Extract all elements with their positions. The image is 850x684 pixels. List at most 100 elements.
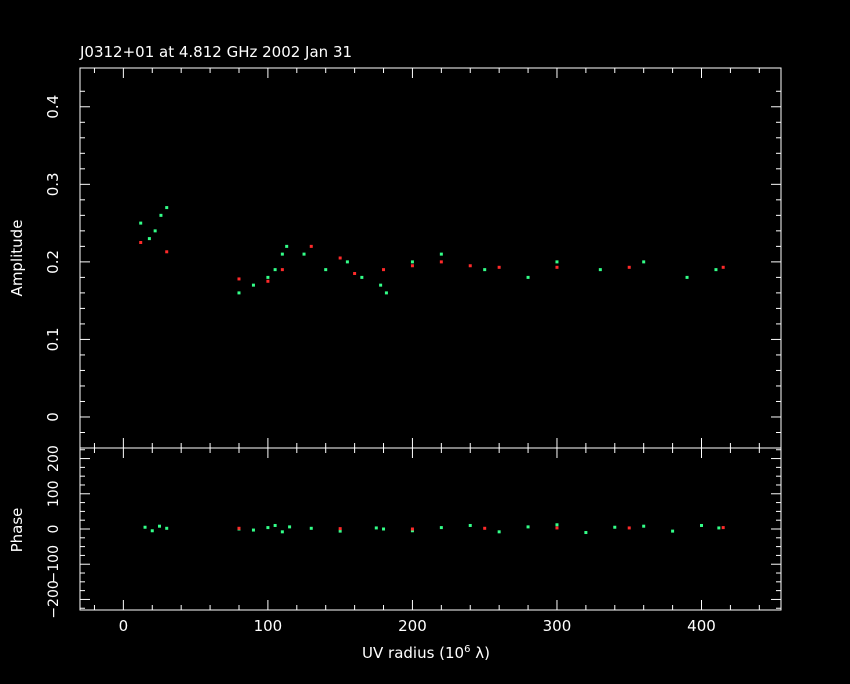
amplitude-data-point bbox=[526, 275, 530, 279]
phase-data-point bbox=[338, 529, 342, 533]
phase-data-point bbox=[251, 528, 255, 532]
phase-y-tick-label: 0 bbox=[46, 525, 62, 534]
amplitude-axes: 0 0.1 0.2 0.3 0.4 bbox=[44, 68, 781, 448]
phase-data-point bbox=[157, 524, 161, 528]
amplitude-data-point bbox=[714, 268, 718, 272]
amplitude-model-point bbox=[555, 265, 559, 269]
amp-y-tick-label: 0.4 bbox=[44, 95, 62, 119]
phase-data-point bbox=[266, 526, 270, 530]
amplitude-model-point bbox=[309, 244, 313, 248]
phase-data-point bbox=[555, 523, 559, 527]
amplitude-model-point bbox=[237, 277, 241, 281]
phase-model-point bbox=[627, 526, 631, 530]
phase-data-point bbox=[165, 526, 169, 530]
phase-data-point bbox=[374, 526, 378, 530]
phase-y-tick-label: 100 bbox=[46, 480, 62, 507]
amplitude-data-point bbox=[598, 268, 602, 272]
x-axis-label-main: UV radius (10 bbox=[362, 644, 464, 662]
phase-model-point bbox=[555, 526, 559, 530]
phase-data-point bbox=[584, 531, 588, 535]
amplitude-model-point bbox=[338, 256, 342, 260]
x-tick-label: 100 bbox=[254, 617, 283, 635]
phase-data-point bbox=[280, 530, 284, 534]
amplitude-data-point bbox=[273, 268, 277, 272]
plot-title: J0312+01 at 4.812 GHz 2002 Jan 31 bbox=[79, 43, 352, 61]
phase-model-point bbox=[237, 526, 241, 530]
x-tick-label: 400 bbox=[687, 617, 716, 635]
amplitude-data-point bbox=[237, 291, 241, 295]
x-axis-label-unit: λ) bbox=[470, 644, 490, 662]
phase-data-point bbox=[288, 525, 292, 529]
amplitude-model-point bbox=[627, 265, 631, 269]
amp-y-tick-label: 0.1 bbox=[44, 327, 62, 351]
amp-y-tick-label: 0.2 bbox=[44, 250, 62, 274]
amplitude-data-point bbox=[251, 283, 255, 287]
phase-y-tick-label: 200 bbox=[46, 445, 62, 472]
phase-model-points bbox=[237, 526, 725, 531]
amplitude-model-point bbox=[382, 268, 386, 272]
amplitude-model-point bbox=[165, 250, 169, 254]
amplitude-data-point bbox=[139, 221, 143, 225]
phase-data-point bbox=[309, 526, 313, 530]
amplitude-model-point bbox=[497, 265, 501, 269]
amplitude-data-point bbox=[345, 260, 349, 264]
phase-data-point bbox=[497, 530, 501, 534]
phase-model-point bbox=[483, 526, 487, 530]
phase-data-point bbox=[613, 525, 617, 529]
amplitude-data-point bbox=[555, 260, 559, 264]
amplitude-model-point bbox=[410, 264, 414, 268]
phase-data-points bbox=[143, 523, 721, 535]
x-axis-label-exponent: 6 bbox=[464, 644, 470, 655]
phase-model-point bbox=[721, 526, 725, 530]
phase-data-point bbox=[642, 524, 646, 528]
phase-axes: 0 100 200 300 400 −200−100 0 100 200 bbox=[46, 445, 781, 635]
amplitude-data-point bbox=[280, 252, 284, 256]
phase-data-point bbox=[526, 525, 530, 529]
phase-model-point bbox=[410, 527, 414, 531]
phase-data-point bbox=[439, 526, 443, 530]
amplitude-data-point bbox=[285, 244, 289, 248]
amplitude-data-point bbox=[302, 252, 306, 256]
phase-data-point bbox=[410, 529, 414, 533]
phase-data-point bbox=[700, 523, 704, 527]
amplitude-data-point bbox=[324, 268, 328, 272]
amplitude-axis-label: Amplitude bbox=[8, 220, 26, 297]
amplitude-data-point bbox=[165, 206, 169, 210]
amplitude-model-point bbox=[139, 240, 143, 244]
phase-data-point bbox=[273, 523, 277, 527]
phase-y-tick-label: −200 bbox=[46, 580, 62, 618]
amplitude-model-point bbox=[353, 272, 357, 276]
amplitude-model-point bbox=[439, 260, 443, 264]
phase-axis-label: Phase bbox=[8, 508, 26, 553]
phase-data-point bbox=[468, 523, 472, 527]
phase-data-point bbox=[143, 525, 147, 529]
phase-data-point bbox=[382, 527, 386, 531]
amplitude-data-point bbox=[159, 213, 163, 217]
phase-model-point bbox=[338, 527, 342, 531]
amplitude-data-point bbox=[483, 268, 487, 272]
amplitude-model-point bbox=[468, 264, 472, 268]
x-tick-label: 0 bbox=[119, 617, 129, 635]
phase-data-point bbox=[150, 529, 154, 533]
x-tick-label: 200 bbox=[398, 617, 427, 635]
amplitude-data-point bbox=[439, 252, 443, 256]
phase-y-tick-label: −100 bbox=[46, 545, 62, 583]
amplitude-data-point bbox=[360, 275, 364, 279]
amplitude-model-point bbox=[721, 265, 725, 269]
amplitude-data-point bbox=[642, 260, 646, 264]
amplitude-model-point bbox=[280, 268, 284, 272]
amplitude-model-point bbox=[266, 279, 270, 283]
x-axis-label: UV radius (106 λ) bbox=[362, 644, 490, 662]
amplitude-data-point bbox=[379, 283, 383, 287]
amplitude-data-point bbox=[410, 260, 414, 264]
amplitude-data-point bbox=[266, 275, 270, 279]
x-tick-label: 300 bbox=[543, 617, 572, 635]
phase-data-point bbox=[717, 526, 721, 530]
amplitude-data-point bbox=[685, 275, 689, 279]
amplitude-data-point bbox=[147, 237, 151, 241]
amplitude-data-point bbox=[384, 291, 388, 295]
amplitude-data-points bbox=[139, 206, 718, 295]
